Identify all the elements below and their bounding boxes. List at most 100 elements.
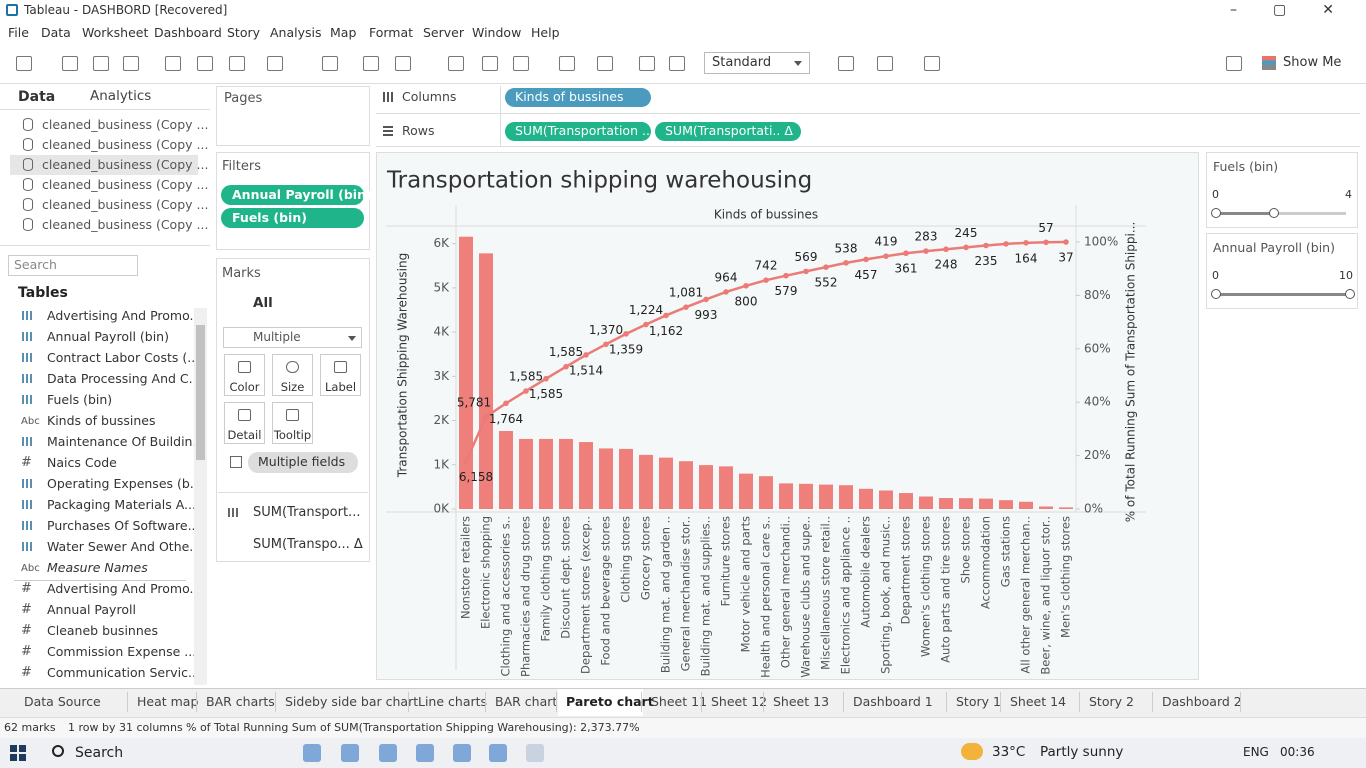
row-pill[interactable] xyxy=(655,122,801,141)
filter-pill[interactable] xyxy=(221,208,364,228)
show-me[interactable]: Show Me xyxy=(1283,54,1342,70)
mark-button-label[interactable]: Color xyxy=(229,379,260,394)
toolbar-icon[interactable] xyxy=(322,56,338,71)
sheet-tab[interactable]: Data Source xyxy=(24,693,101,709)
sheet-tab[interactable]: Dashboard 2 xyxy=(1162,693,1242,709)
menu-item[interactable]: Analysis xyxy=(270,24,322,40)
menu-item[interactable]: Data xyxy=(41,24,71,40)
toolbar-icon[interactable] xyxy=(639,56,655,71)
field-name[interactable]: Commission Expense ... xyxy=(47,643,197,659)
taskbar-app[interactable] xyxy=(341,744,359,762)
pane-tab[interactable]: Analytics xyxy=(90,88,152,105)
field-name[interactable]: Maintenance Of Buildin... xyxy=(47,433,205,449)
pane-tab[interactable]: Data xyxy=(18,88,56,105)
row-pill-text[interactable]: SUM(Transportation .. xyxy=(515,123,650,139)
sheet-tab[interactable]: Sheet 11 xyxy=(651,693,708,709)
sheet-tab[interactable]: Sheet 13 xyxy=(773,693,830,709)
menu-item[interactable]: Window xyxy=(472,24,522,40)
sheet-tab[interactable]: Sheet 14 xyxy=(1010,693,1067,709)
slider-handle[interactable] xyxy=(1345,289,1355,299)
mark-button-label[interactable]: Label xyxy=(324,379,357,394)
detail-pill-text[interactable]: Multiple fields xyxy=(258,454,346,470)
sheet-tab[interactable]: Sheet 12 xyxy=(711,693,768,709)
sheet-tab[interactable]: Line charts xyxy=(418,693,488,709)
sheet-tab[interactable]: Pareto chart xyxy=(566,693,654,709)
field-name[interactable]: Packaging Materials A... xyxy=(47,496,196,512)
sheet-tab[interactable]: BAR charts xyxy=(206,693,275,709)
marks-layer[interactable]: SUM(Transpo... Δ xyxy=(253,536,363,552)
field-name[interactable]: Water Sewer And Othe... xyxy=(47,538,202,554)
field-name[interactable]: Kinds of bussines xyxy=(47,412,156,428)
filter-pill-text[interactable]: Fuels (bin) xyxy=(232,209,307,225)
toolbar-icon[interactable] xyxy=(877,56,893,71)
sheet-tab[interactable]: Heat map xyxy=(137,693,199,709)
toolbar-icon[interactable] xyxy=(395,56,411,71)
toolbar-icon[interactable] xyxy=(513,56,529,71)
marks-layer[interactable]: SUM(Transport... xyxy=(253,504,361,520)
toolbar-icon[interactable] xyxy=(229,56,245,71)
field-name[interactable]: Communication Servic... xyxy=(47,664,200,680)
toolbar-icon[interactable] xyxy=(597,56,613,71)
toolbar-icon[interactable] xyxy=(363,56,379,71)
sheet-tab[interactable]: BAR chart xyxy=(495,693,558,709)
toolbar-icon[interactable] xyxy=(165,56,181,71)
filter-pill[interactable] xyxy=(221,185,364,205)
mark-type-dropdown[interactable] xyxy=(223,327,362,348)
menu-item[interactable]: Dashboard xyxy=(154,24,222,40)
taskbar-app[interactable] xyxy=(416,744,434,762)
mark-button-label[interactable]: Size xyxy=(280,379,305,394)
toolbar-icon[interactable] xyxy=(559,56,575,71)
toolbar-icon[interactable] xyxy=(482,56,498,71)
taskbar-app[interactable] xyxy=(526,744,544,762)
field-name[interactable]: Data Processing And C... xyxy=(47,370,201,386)
column-pill[interactable] xyxy=(505,88,651,107)
data-source[interactable]: cleaned_business (Copy ... xyxy=(42,136,209,152)
search-box[interactable] xyxy=(8,255,138,276)
toolbar-icon[interactable] xyxy=(838,56,854,71)
field-name[interactable]: Cleaneb businnes xyxy=(47,622,158,638)
fit-dropdown[interactable] xyxy=(704,52,810,74)
toolbar-icon[interactable] xyxy=(669,56,685,71)
filter-pill-text[interactable]: Annual Payroll (bin) xyxy=(232,186,372,202)
toolbar-icon[interactable] xyxy=(62,56,78,71)
data-source[interactable]: cleaned_business (Copy ... xyxy=(42,196,209,212)
menu-item[interactable]: Help xyxy=(531,24,560,40)
mark-button-label[interactable]: Tooltip xyxy=(273,427,312,442)
slider-handle[interactable] xyxy=(1269,208,1279,218)
sheet-tab[interactable]: Sideby side bar chart xyxy=(285,693,419,709)
row-pill[interactable] xyxy=(505,122,651,141)
taskbar-search[interactable]: Search xyxy=(75,744,124,761)
detail-pill[interactable] xyxy=(248,452,358,473)
toolbar-icon[interactable] xyxy=(267,56,283,71)
menu-item[interactable]: Format xyxy=(369,24,414,40)
field-name[interactable]: Advertising And Promo... xyxy=(47,580,202,596)
toolbar-icon[interactable] xyxy=(16,56,32,71)
field-name[interactable]: Measure Names xyxy=(47,559,148,575)
toolbar-icon[interactable] xyxy=(93,56,109,71)
field-name[interactable]: Contract Labor Costs (... xyxy=(47,349,200,365)
data-source[interactable]: cleaned_business (Copy ... xyxy=(42,176,209,192)
field-name[interactable]: Fuels (bin) xyxy=(47,391,113,407)
taskbar-app[interactable] xyxy=(303,744,321,762)
menu-item[interactable]: File xyxy=(8,24,29,40)
field-name[interactable]: Advertising And Promo... xyxy=(47,307,202,323)
toolbar-icon[interactable] xyxy=(924,56,940,71)
menu-item[interactable]: Worksheet xyxy=(82,24,149,40)
menu-item[interactable]: Server xyxy=(423,24,464,40)
slider-handle[interactable] xyxy=(1211,289,1221,299)
field-name[interactable]: Annual Payroll (bin) xyxy=(47,328,169,344)
toolbar-icon[interactable] xyxy=(123,56,139,71)
menu-item[interactable]: Story xyxy=(227,24,261,40)
taskbar-app[interactable] xyxy=(379,744,397,762)
row-pill-text[interactable]: SUM(Transportati.. Δ xyxy=(665,123,793,139)
menu-item[interactable]: Map xyxy=(330,24,357,40)
slider-handle[interactable] xyxy=(1211,208,1221,218)
taskbar-app[interactable] xyxy=(453,744,471,762)
sheet-tab[interactable]: Story 1 xyxy=(956,693,1001,709)
field-name[interactable]: Annual Payroll xyxy=(47,601,136,617)
data-source[interactable]: cleaned_business (Copy ... xyxy=(42,216,209,232)
column-pill-text[interactable]: Kinds of bussines xyxy=(515,89,624,105)
mark-button-label[interactable]: Detail xyxy=(227,427,262,442)
taskbar-app[interactable] xyxy=(489,744,507,762)
marks-all[interactable]: All xyxy=(253,295,273,312)
